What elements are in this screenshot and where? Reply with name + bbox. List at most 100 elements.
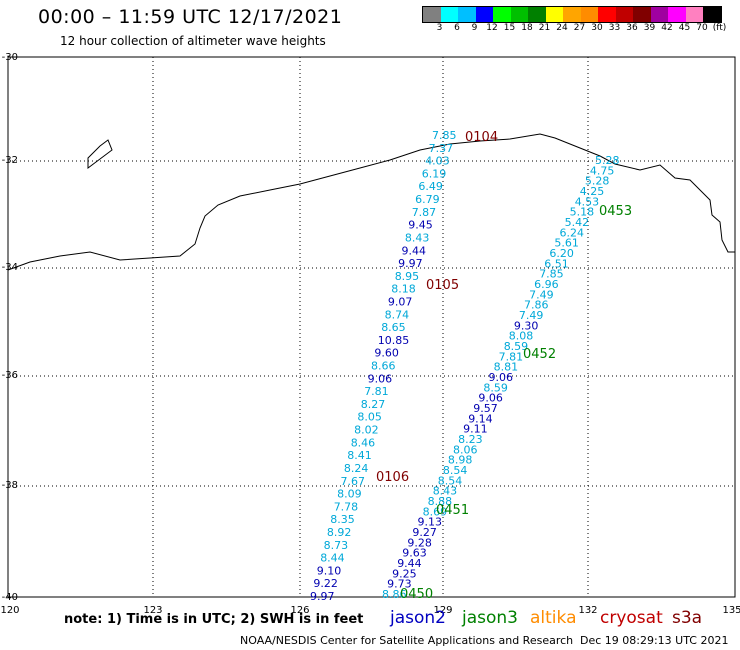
wave-height-label: 8.08 (509, 330, 534, 343)
wave-height-label: 8.66 (371, 360, 396, 373)
legend-swatch (510, 7, 528, 22)
wave-height-label: 8.02 (354, 424, 379, 437)
wave-height-label: 9.44 (402, 244, 427, 257)
graticule-grid (8, 57, 735, 597)
legend-label: 39 (643, 23, 656, 33)
wave-height-label: 9.97 (310, 590, 335, 603)
wave-height-label: 10.85 (378, 334, 410, 347)
wave-height-label: 8.81 (494, 361, 518, 374)
legend-label: 9 (471, 23, 478, 33)
x-tick-label: 120 (0, 605, 19, 616)
x-tick-label: 132 (578, 605, 597, 616)
wave-height-label: 9.57 (473, 402, 498, 415)
x-tick-label: 129 (433, 605, 452, 616)
wave-height-label: 7.85 (432, 129, 457, 142)
wave-height-label: 8.46 (351, 436, 376, 449)
track-id-tag: 0453 (599, 204, 632, 219)
kangaroo-island (87, 139, 113, 169)
wave-height-label: 6.79 (415, 193, 440, 206)
wave-height-label: 7.85 (539, 268, 564, 281)
legend-label: (ft) (712, 23, 727, 33)
wave-height-label: 9.60 (374, 347, 399, 360)
coastline (7, 133, 735, 271)
color-scale-labels: 3 6 9 12 15 18 21 24 27 30 33 36 39 42 45 70 (ft) (422, 23, 740, 35)
legend-label: 18 (521, 23, 533, 33)
legend-swatch (685, 7, 703, 22)
wave-height-label: 5.28 (595, 154, 620, 167)
y-tick-label: -32 (2, 155, 18, 166)
track-id-tag: 0452 (523, 347, 556, 362)
legend-label: 33 (608, 23, 621, 33)
wave-height-label: 8.54 (443, 464, 468, 477)
wave-height-label: 5.42 (565, 216, 590, 229)
y-tick-label: -30 (2, 52, 18, 63)
wave-height-label: 8.09 (337, 488, 362, 501)
wave-height-label: 8.59 (504, 340, 529, 353)
wave-height-label: 8.05 (357, 411, 382, 424)
legend-label: 30 (591, 23, 603, 33)
wave-height-label: 7.81 (364, 385, 389, 398)
wave-height-label: 8.41 (347, 449, 372, 462)
legend-label: 15 (503, 23, 516, 33)
wave-height-label: 7.67 (341, 475, 366, 488)
wave-height-label: 7.87 (412, 206, 437, 219)
wave-height-label: 9.22 (313, 577, 338, 590)
wave-height-label: 9.28 (407, 536, 432, 549)
wave-height-label: 8.24 (344, 462, 369, 475)
satellite-name: cryosat (600, 608, 663, 628)
legend-label: 27 (573, 23, 586, 33)
wave-height-label: 8.18 (391, 283, 416, 296)
wave-height-label: 9.07 (388, 296, 413, 309)
legend-label: 42 (661, 23, 673, 33)
wave-height-label: 6.49 (418, 180, 443, 193)
track-id-tag: 0104 (465, 130, 498, 145)
legend-swatch (440, 7, 458, 22)
legend-swatch (563, 7, 581, 22)
credits: NOAA/NESDIS Center for Satellite Applica… (240, 634, 574, 647)
legend-swatch (475, 7, 493, 22)
y-tick-label: -34 (2, 262, 18, 273)
wave-height-label: 7.49 (529, 288, 554, 301)
wave-height-label: 8.65 (381, 321, 406, 334)
track-value-labels: 7.857.374.036.196.496.797.879.458.439.44… (310, 129, 632, 603)
legend-label: 36 (626, 23, 638, 33)
legend-label: 24 (556, 23, 568, 33)
wave-height-label: 8.92 (327, 526, 352, 539)
wave-height-label: 8.54 (438, 474, 463, 487)
legend-swatch (615, 7, 633, 22)
wave-height-label: 6.19 (422, 167, 447, 180)
wave-height-label: 7.49 (519, 309, 544, 322)
y-tick-label: -38 (2, 480, 18, 491)
wave-height-label: 8.86 (382, 588, 407, 601)
wave-height-label: 8.44 (320, 552, 345, 565)
wave-height-label: 9.30 (514, 319, 539, 332)
legend-label: 3 (436, 23, 443, 33)
legend-swatch (598, 7, 616, 22)
wave-height-label: 7.86 (524, 299, 549, 312)
track-id-tag: 0450 (400, 587, 433, 602)
legend-swatch (458, 7, 476, 22)
legend-label: 21 (538, 23, 551, 33)
legend-swatch (703, 7, 721, 22)
wave-height-label: 5.28 (585, 175, 610, 188)
wave-height-label: 9.10 (317, 564, 342, 577)
wave-height-label: 7.37 (429, 142, 454, 155)
wave-height-label: 8.73 (324, 539, 349, 552)
legend-label: 6 (454, 23, 460, 33)
wave-height-label: 9.11 (463, 423, 488, 436)
satellite-name: altika (530, 608, 577, 628)
axis-ticks: 120 123 126 129 132 135 -30 -32 -34 -36 -38 -40 (0, 52, 740, 616)
legend-label: 70 (696, 23, 708, 33)
wave-height-label: 6.24 (560, 226, 585, 239)
x-tick-label: 135 (722, 605, 740, 616)
wave-height-label: 8.35 (330, 513, 355, 526)
wave-height-label: 9.44 (397, 557, 422, 570)
y-tick-label: -36 (2, 370, 18, 381)
legend-swatch (528, 7, 546, 22)
wave-height-label: 8.69 (423, 505, 448, 518)
generated-timestamp: Dec 19 08:29:13 UTC 2021 (580, 634, 729, 647)
wave-height-label: 8.59 (483, 381, 508, 394)
track-id-tag: 0105 (426, 278, 459, 293)
track-id-tag: 0451 (436, 503, 469, 518)
map-title: 00:00 – 11:59 UTC 12/17/2021 (38, 6, 343, 28)
